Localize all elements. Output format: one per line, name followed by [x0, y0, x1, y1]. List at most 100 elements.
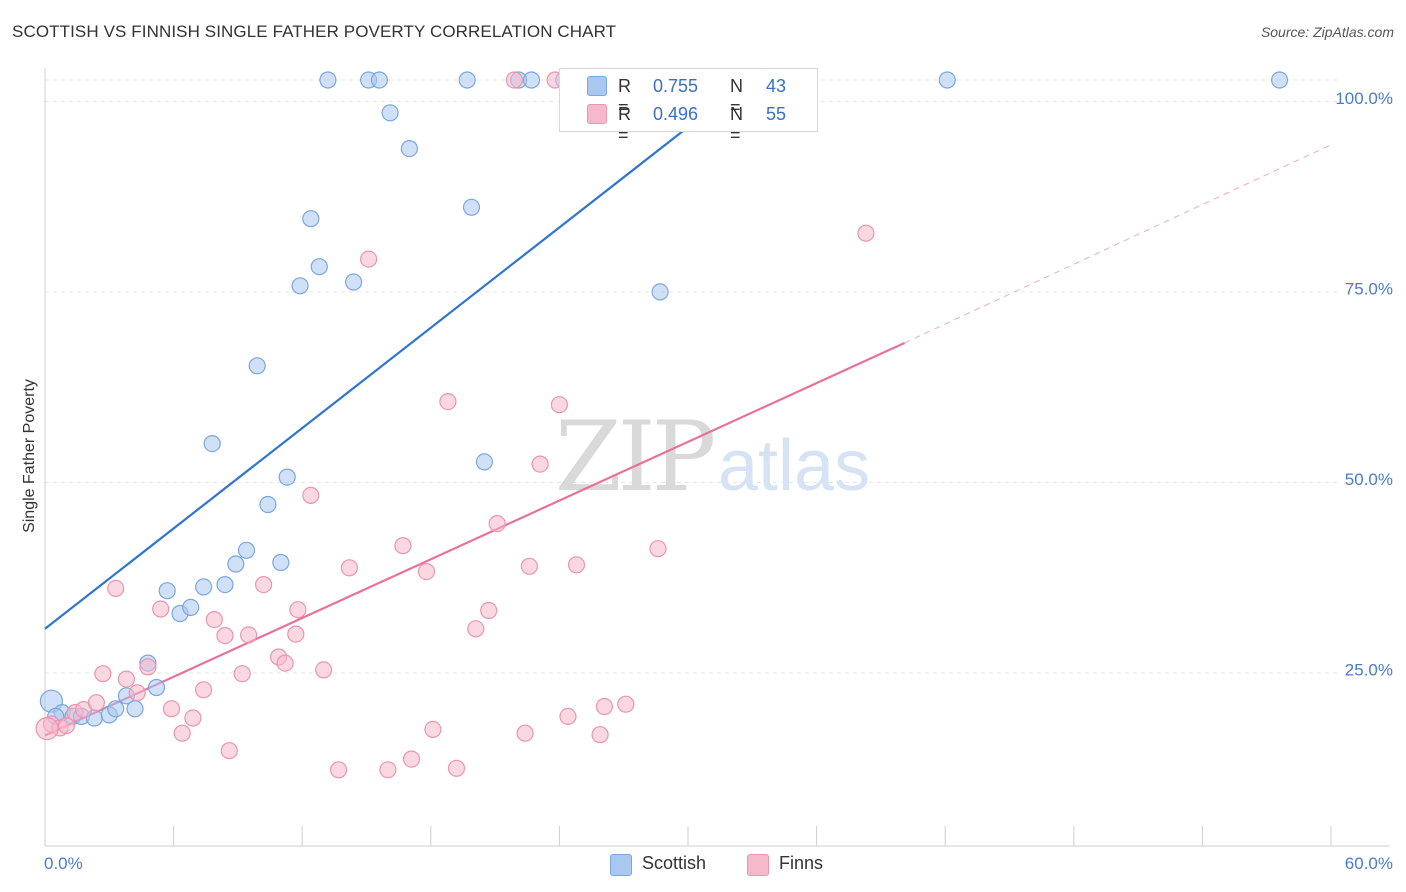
point-finns: [255, 575, 273, 594]
point-scottish: [107, 700, 125, 718]
point-scottish: [195, 578, 213, 596]
watermark-zip: ZIP: [555, 401, 714, 513]
series-legend-swatch-scottish: [610, 854, 632, 876]
series-legend-label-finns: Finns: [779, 853, 824, 873]
point-scottish: [259, 495, 277, 514]
x-tick-label: 0.0%: [44, 854, 83, 873]
point-scottish: [522, 71, 541, 89]
point-scottish: [302, 210, 320, 228]
point-finns: [488, 514, 506, 533]
point-scottish: [651, 283, 669, 301]
legend-swatch-finns: [587, 104, 607, 124]
trendlines: [44, 67, 1332, 737]
legend-swatch-scottish: [587, 76, 607, 96]
tick-labels: 25.0% 50.0% 75.0% 100.0% 0.0% 60.0%: [44, 89, 1393, 873]
point-scottish: [158, 582, 176, 600]
point-scottish: [1270, 71, 1289, 89]
point-finns: [649, 540, 667, 558]
point-scottish: [475, 453, 493, 471]
stats-legend: R = 0.755 N = 43 R = 0.496 N = 55: [559, 68, 818, 145]
point-finns: [302, 486, 320, 504]
point-finns: [87, 694, 106, 712]
watermark: ZIP atlas: [555, 401, 870, 513]
source-label: Source: ZipAtlas.com: [1260, 24, 1394, 40]
point-finns: [467, 620, 485, 638]
point-finns: [516, 724, 534, 742]
series-legend-label-scottish: Scottish: [642, 853, 707, 873]
trendline-finns: [44, 341, 905, 737]
point-finns: [520, 557, 539, 575]
point-scottish: [319, 71, 337, 89]
point-scottish: [216, 575, 234, 594]
point-finns: [162, 700, 181, 718]
legend-r-label: R =: [618, 76, 631, 117]
point-finns: [152, 600, 170, 618]
point-scottish: [147, 678, 166, 697]
point-finns: [184, 709, 202, 727]
legend-r-value: 0.755: [653, 76, 699, 96]
y-tick-label: 100.0%: [1335, 89, 1393, 108]
point-finns: [94, 665, 112, 683]
point-finns: [195, 681, 213, 699]
y-axis-label: Single Father Poverty: [21, 379, 38, 533]
point-finns: [233, 665, 251, 683]
point-scottish: [182, 598, 200, 617]
point-finns: [289, 601, 307, 619]
legend-n-value: 43: [766, 76, 787, 96]
point-scottish: [381, 104, 399, 122]
point-scottish: [227, 555, 245, 573]
point-scottish: [272, 553, 290, 572]
point-finns: [276, 654, 294, 672]
series-legend-swatch-finns: [747, 854, 769, 876]
point-finns: [205, 610, 223, 629]
point-scottish: [310, 258, 328, 276]
point-finns: [128, 684, 146, 702]
chart-title: SCOTTISH VS FINNISH SINGLE FATHER POVERT…: [12, 22, 617, 41]
point-finns: [591, 726, 609, 744]
point-finns: [35, 716, 59, 741]
point-scottish: [237, 541, 256, 559]
point-finns: [117, 670, 136, 688]
point-finns: [394, 537, 412, 555]
legend-r-label: R =: [618, 104, 631, 145]
point-scottish: [248, 357, 266, 375]
point-finns: [567, 556, 586, 574]
point-finns: [315, 661, 333, 679]
point-scottish: [462, 198, 481, 216]
point-finns: [595, 697, 614, 716]
gridlines: [45, 79, 1341, 674]
watermark-atlas: atlas: [718, 426, 870, 506]
point-scottish: [458, 71, 476, 89]
point-finns: [505, 71, 524, 89]
point-finns: [379, 761, 397, 779]
point-finns: [559, 707, 577, 726]
point-finns: [220, 742, 238, 760]
point-finns: [857, 224, 875, 242]
point-scottish: [291, 277, 309, 295]
point-finns: [447, 759, 466, 777]
y-tick-label: 50.0%: [1345, 470, 1393, 489]
point-finns: [550, 396, 569, 414]
point-scottish: [400, 140, 418, 158]
point-scottish: [203, 435, 221, 453]
point-finns: [139, 658, 157, 676]
point-scottish: [370, 71, 388, 89]
point-finns: [107, 579, 125, 598]
x-tick-label: 60.0%: [1345, 854, 1393, 873]
axes: [44, 68, 1390, 847]
point-finns: [617, 695, 635, 713]
point-scottish: [126, 700, 144, 718]
point-scottish: [278, 468, 296, 486]
point-finns: [480, 601, 498, 620]
point-finns: [360, 250, 378, 268]
point-finns: [402, 750, 421, 768]
point-finns: [531, 455, 549, 473]
trendline-scottish: [44, 67, 764, 630]
point-finns: [216, 626, 234, 645]
point-finns: [287, 625, 305, 643]
legend-n-value: 55: [766, 104, 787, 124]
point-scottish: [938, 71, 956, 89]
y-tick-label: 75.0%: [1345, 279, 1393, 298]
legend-n-label: N =: [730, 104, 743, 145]
